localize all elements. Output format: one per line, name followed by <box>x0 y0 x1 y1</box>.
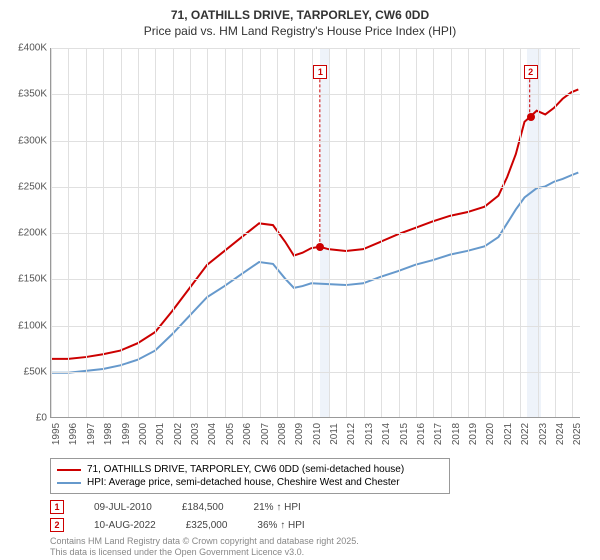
x-axis-label: 2007 <box>260 423 271 445</box>
y-axis-label: £300K <box>3 135 47 146</box>
marker-dot <box>527 113 535 121</box>
y-axis-label: £100K <box>3 320 47 331</box>
x-axis-label: 2022 <box>520 423 531 445</box>
data-price: £184,500 <box>182 502 224 513</box>
x-axis-label: 2011 <box>329 423 340 445</box>
marker-box: 2 <box>524 65 538 79</box>
marker-box: 1 <box>50 500 64 514</box>
x-axis-label: 2010 <box>312 423 323 445</box>
x-axis-label: 1999 <box>121 423 132 445</box>
x-axis-label: 2003 <box>190 423 201 445</box>
x-axis-label: 2004 <box>207 423 218 445</box>
chart-title-line1: 71, OATHILLS DRIVE, TARPORLEY, CW6 0DD <box>0 0 600 24</box>
data-row: 2 10-AUG-2022 £325,000 36% ↑ HPI <box>50 516 305 534</box>
chart-title-line2: Price paid vs. HM Land Registry's House … <box>0 24 600 42</box>
data-date: 09-JUL-2010 <box>94 502 152 513</box>
x-axis-label: 2006 <box>242 423 253 445</box>
legend-swatch <box>57 482 81 484</box>
y-axis-label: £350K <box>3 89 47 100</box>
legend-label: 71, OATHILLS DRIVE, TARPORLEY, CW6 0DD (… <box>87 464 404 475</box>
x-axis-label: 2001 <box>155 423 166 445</box>
x-axis-label: 2012 <box>346 423 357 445</box>
series-hpi <box>51 173 578 373</box>
x-axis-label: 2020 <box>485 423 496 445</box>
marker-box: 1 <box>313 65 327 79</box>
y-axis-label: £400K <box>3 43 47 54</box>
data-delta: 21% ↑ HPI <box>254 502 301 513</box>
x-axis-label: 2016 <box>416 423 427 445</box>
y-axis-label: £150K <box>3 274 47 285</box>
plot-area: £0£50K£100K£150K£200K£250K£300K£350K£400… <box>50 48 580 418</box>
legend-label: HPI: Average price, semi-detached house,… <box>87 477 400 488</box>
x-axis-label: 2017 <box>433 423 444 445</box>
data-row: 1 09-JUL-2010 £184,500 21% ↑ HPI <box>50 498 305 516</box>
x-axis-label: 2025 <box>572 423 583 445</box>
x-axis-label: 1998 <box>103 423 114 445</box>
chart-container: 71, OATHILLS DRIVE, TARPORLEY, CW6 0DD P… <box>0 0 600 560</box>
data-price: £325,000 <box>186 520 228 531</box>
x-axis-label: 2019 <box>468 423 479 445</box>
footer-line: Contains HM Land Registry data © Crown c… <box>50 536 359 547</box>
x-axis-label: 1995 <box>51 423 62 445</box>
x-axis-label: 2005 <box>225 423 236 445</box>
x-axis-label: 1996 <box>68 423 79 445</box>
x-axis-label: 2013 <box>364 423 375 445</box>
x-axis-label: 2008 <box>277 423 288 445</box>
legend-swatch <box>57 469 81 471</box>
x-axis-label: 2023 <box>538 423 549 445</box>
y-axis-label: £200K <box>3 228 47 239</box>
y-axis-label: £50K <box>3 366 47 377</box>
y-axis-label: £0 <box>3 413 47 424</box>
legend-item: 71, OATHILLS DRIVE, TARPORLEY, CW6 0DD (… <box>57 463 443 476</box>
marker-dot <box>316 243 324 251</box>
legend-item: HPI: Average price, semi-detached house,… <box>57 476 443 489</box>
x-axis-label: 2021 <box>503 423 514 445</box>
legend: 71, OATHILLS DRIVE, TARPORLEY, CW6 0DD (… <box>50 458 450 494</box>
x-axis-label: 2024 <box>555 423 566 445</box>
data-date: 10-AUG-2022 <box>94 520 156 531</box>
data-table: 1 09-JUL-2010 £184,500 21% ↑ HPI 2 10-AU… <box>50 498 305 534</box>
x-axis-label: 1997 <box>86 423 97 445</box>
footer-line: This data is licensed under the Open Gov… <box>50 547 359 558</box>
x-axis-label: 2009 <box>294 423 305 445</box>
x-axis-label: 2000 <box>138 423 149 445</box>
series-price_paid <box>51 89 578 358</box>
footer: Contains HM Land Registry data © Crown c… <box>50 536 359 558</box>
x-axis-label: 2014 <box>381 423 392 445</box>
x-axis-label: 2002 <box>173 423 184 445</box>
marker-box: 2 <box>50 518 64 532</box>
x-axis-label: 2015 <box>399 423 410 445</box>
x-axis-label: 2018 <box>451 423 462 445</box>
data-delta: 36% ↑ HPI <box>257 520 304 531</box>
y-axis-label: £250K <box>3 181 47 192</box>
